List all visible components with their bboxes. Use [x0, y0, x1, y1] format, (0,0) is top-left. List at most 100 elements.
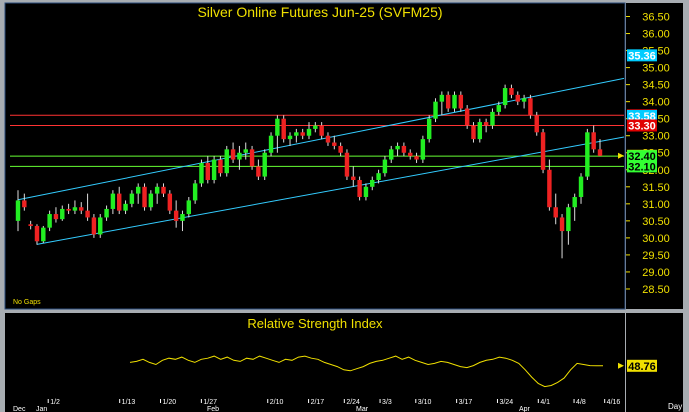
candle-body-55 — [363, 186, 369, 198]
candle-body-1 — [22, 200, 27, 208]
candle-body-9 — [72, 207, 78, 211]
candle-body-44 — [294, 132, 299, 136]
candle-body-13 — [98, 217, 103, 235]
candle-body-25 — [173, 210, 179, 221]
candle-body-46 — [306, 128, 312, 136]
candle-body-79 — [515, 94, 520, 102]
candle-body-37 — [249, 149, 255, 167]
rsi-title: Relative Strength Index — [247, 316, 383, 331]
candle-body-89 — [578, 176, 584, 198]
y-tick-label-15: 29.00 — [642, 267, 670, 279]
candle-body-4 — [41, 227, 46, 242]
candle-body-84 — [547, 169, 552, 208]
candle-body-23 — [161, 186, 166, 194]
rsi-last-arrow — [618, 362, 624, 369]
candle-body-29 — [199, 162, 204, 184]
candle-body-30 — [205, 162, 210, 180]
candle-body-33 — [224, 149, 229, 174]
y-tick-label-14: 29.50 — [642, 250, 670, 262]
y-tick-label-5: 34.00 — [642, 97, 670, 109]
price-label-0: 35.36 — [628, 50, 656, 62]
channel-line-1 — [36, 136, 625, 245]
candle-body-32 — [218, 159, 223, 174]
price-label-box-5 — [627, 150, 657, 163]
candle-body-51 — [338, 145, 343, 153]
candle-body-15 — [110, 193, 116, 209]
candle-body-69 — [452, 94, 457, 109]
y-tick-label-10: 31.50 — [642, 182, 670, 194]
period-box — [626, 399, 683, 412]
candle-body-14 — [104, 208, 109, 218]
candle-body-47 — [313, 125, 318, 129]
candle-body-39 — [262, 152, 267, 177]
rsi-value-label: 48.76 — [628, 361, 656, 373]
x-tick-label-6: 2/24 — [346, 399, 360, 406]
candle-body-91 — [591, 132, 596, 150]
price-label-box-6 — [627, 160, 657, 173]
candle-body-12 — [91, 217, 97, 235]
candle-body-3 — [34, 225, 40, 242]
y-tick-label-4: 34.50 — [642, 80, 670, 92]
candle-body-43 — [287, 135, 293, 140]
candle-body-60 — [395, 145, 400, 150]
candle-body-45 — [300, 132, 305, 136]
y-tick-label-1: 36.00 — [642, 29, 670, 41]
candle-body-20 — [142, 186, 147, 208]
candle-body-21 — [148, 193, 154, 208]
month-label-mar: Mar — [356, 406, 369, 412]
date-axis-layer: 1/2 1/13 1/20 1/27 2/10 2/17 2/24 3/3 3/10 3/17 3/… — [13, 399, 620, 412]
candle-body-81 — [528, 98, 533, 116]
candle-body-76 — [496, 105, 501, 112]
candle-body-10 — [79, 207, 84, 211]
candle-body-48 — [319, 125, 324, 136]
candle-body-5 — [47, 214, 52, 228]
candle-body-80 — [521, 98, 527, 102]
price-label-box-0 — [627, 49, 657, 62]
x-tick-label-7: 3/3 — [382, 399, 392, 406]
month-label-feb: Feb — [207, 406, 219, 412]
candle-body-71 — [464, 108, 470, 126]
x-tick-label-12: 4/8 — [576, 399, 586, 406]
month-label-jan: Jan — [36, 406, 47, 412]
candle-body-0 — [15, 200, 21, 221]
candle-body-40 — [268, 135, 274, 153]
candle-body-66 — [433, 101, 438, 119]
y-tick-label-7: 33.00 — [642, 131, 670, 143]
x-tick-label-0: 1/2 — [50, 399, 60, 406]
rsi-line — [129, 355, 603, 388]
candle-body-88 — [572, 197, 577, 208]
candle-body-85 — [553, 207, 558, 218]
candle-body-36 — [243, 149, 248, 153]
candle-body-41 — [275, 118, 280, 136]
x-tick-label-11: 4/1 — [540, 399, 550, 406]
candle-body-87 — [566, 207, 571, 232]
candle-body-74 — [483, 122, 489, 126]
candle-body-2 — [28, 224, 33, 226]
price-label-box-2 — [627, 109, 657, 122]
rsi-axis — [626, 313, 683, 399]
x-tick-label-1: 1/13 — [122, 399, 136, 406]
candle-body-83 — [540, 132, 546, 170]
y-tick-label-16: 28.50 — [642, 284, 670, 296]
x-tick-label-9: 3/17 — [459, 399, 473, 406]
rsi-plot-layer — [129, 355, 624, 388]
candle-body-67 — [439, 94, 445, 102]
candle-body-6 — [53, 214, 59, 220]
candle-body-34 — [230, 149, 236, 160]
candle-body-52 — [344, 152, 350, 177]
x-tick-label-2: 1/20 — [163, 399, 177, 406]
candle-body-49 — [325, 135, 331, 143]
date-axis — [5, 399, 625, 412]
candle-body-17 — [123, 203, 128, 211]
rsi-axis-layer: 48.76 — [627, 359, 657, 373]
price-label-6: 32.10 — [628, 161, 656, 173]
candle-body-11 — [85, 210, 90, 218]
candle-body-22 — [154, 186, 160, 194]
candle-body-53 — [351, 176, 356, 180]
candle-body-7 — [60, 208, 65, 220]
y-tick-label-11: 31.00 — [642, 199, 670, 211]
candle-body-63 — [414, 156, 419, 160]
price-label-box-3 — [627, 119, 657, 132]
candle-body-8 — [66, 208, 71, 211]
